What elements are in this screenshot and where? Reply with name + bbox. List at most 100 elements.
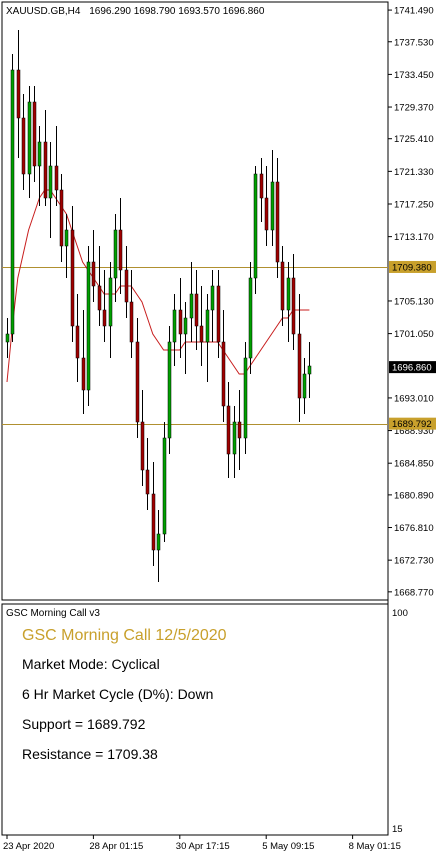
candle-body bbox=[118, 229, 123, 271]
ma-line bbox=[6, 189, 310, 383]
candle-body bbox=[27, 101, 32, 175]
y-tick-label: 1721.330 bbox=[394, 167, 434, 178]
y-tick-label: 1680.890 bbox=[394, 490, 434, 501]
candle-body bbox=[194, 293, 199, 327]
y-tick-label: 1672.730 bbox=[394, 556, 434, 567]
resistance-text: Resistance = 1709.38 bbox=[22, 746, 158, 762]
indicator-heading: GSC Morning Call 12/5/2020 bbox=[22, 627, 227, 644]
candle-body bbox=[264, 197, 269, 231]
indicator-scale: 100 15 bbox=[392, 608, 408, 835]
candle-body bbox=[75, 325, 80, 359]
candle-body bbox=[297, 333, 302, 399]
moving-average bbox=[6, 189, 310, 383]
candle-body bbox=[102, 309, 107, 327]
candle-body bbox=[205, 309, 210, 343]
symbol-label: XAUUSD.GB,H4 bbox=[6, 6, 81, 17]
support-label: 1689.792 bbox=[392, 419, 432, 430]
candle-body bbox=[113, 229, 118, 279]
candle-body bbox=[54, 165, 59, 191]
candle-body bbox=[162, 437, 167, 535]
candle-body bbox=[232, 421, 237, 455]
candle-body bbox=[81, 357, 86, 391]
candle-body bbox=[135, 341, 140, 423]
candle-body bbox=[291, 277, 296, 335]
candle-body bbox=[64, 229, 69, 247]
candle-body bbox=[226, 405, 231, 455]
indicator-panel-frame bbox=[1, 603, 389, 836]
indicator-scale-top: 100 bbox=[392, 608, 408, 619]
candle-body bbox=[5, 333, 10, 343]
y-tick-label: 1676.810 bbox=[394, 523, 434, 534]
candle-body bbox=[237, 421, 242, 439]
candle-body bbox=[86, 261, 91, 391]
candle-body bbox=[48, 165, 53, 199]
y-tick-label: 1701.050 bbox=[394, 329, 434, 340]
candle-body bbox=[270, 181, 275, 231]
candle-body bbox=[151, 493, 156, 551]
candle-body bbox=[32, 101, 37, 167]
candle-body bbox=[189, 293, 194, 319]
last-price-bg bbox=[389, 361, 436, 374]
candle-body bbox=[156, 533, 161, 551]
x-tick-label: 23 Apr 2020 bbox=[3, 841, 54, 852]
candle-body bbox=[43, 141, 48, 199]
candle-body bbox=[10, 69, 15, 335]
candle-body bbox=[199, 325, 204, 343]
candle-body bbox=[302, 373, 307, 399]
y-tick-label: 1717.250 bbox=[394, 200, 434, 211]
candle-body bbox=[178, 309, 183, 335]
candle-body bbox=[216, 285, 221, 343]
y-tick-label: 1668.770 bbox=[394, 587, 434, 598]
y-tick-label: 1737.530 bbox=[394, 37, 434, 48]
candle-body bbox=[275, 181, 280, 263]
candle-body bbox=[108, 277, 113, 327]
y-tick-label: 1688.930 bbox=[394, 426, 434, 437]
candle-body bbox=[91, 261, 96, 287]
candle-body bbox=[221, 341, 226, 407]
indicator-scale-bottom: 15 bbox=[392, 824, 403, 835]
candle-body bbox=[16, 69, 21, 119]
candle-body bbox=[21, 117, 26, 175]
market-cycle-text: 6 Hr Market Cycle (D%): Down bbox=[22, 686, 214, 702]
y-tick-label: 1705.130 bbox=[394, 296, 434, 307]
candle-body bbox=[129, 301, 134, 343]
x-tick-label: 28 Apr 01:15 bbox=[89, 841, 143, 852]
candle-body bbox=[280, 261, 285, 311]
support-label-bg bbox=[389, 417, 436, 430]
candles bbox=[5, 30, 312, 582]
y-tick-label: 1741.490 bbox=[394, 6, 434, 17]
candle-body bbox=[210, 285, 215, 311]
resistance-label-bg bbox=[389, 260, 436, 273]
candle-body bbox=[70, 229, 75, 327]
candle-body bbox=[183, 317, 188, 335]
y-tick-label: 1693.010 bbox=[394, 393, 434, 404]
support-text: Support = 1689.792 bbox=[22, 716, 146, 732]
y-tick-label: 1684.850 bbox=[394, 459, 434, 470]
y-tick-label: 1713.170 bbox=[394, 232, 434, 243]
market-mode-text: Market Mode: Cyclical bbox=[22, 656, 160, 672]
candle-body bbox=[248, 277, 253, 359]
y-tick-label: 1725.410 bbox=[394, 134, 434, 145]
x-tick-label: 5 May 09:15 bbox=[262, 841, 314, 852]
candle-body bbox=[286, 277, 291, 311]
candle-body bbox=[243, 357, 248, 439]
candle-body bbox=[97, 285, 102, 311]
y-tick-label: 1729.370 bbox=[394, 103, 434, 114]
ohlc-label: 1696.290 1698.790 1693.570 1696.860 bbox=[89, 6, 265, 17]
y-tick-label: 1733.450 bbox=[394, 70, 434, 81]
candle-body bbox=[259, 173, 264, 199]
candle-body bbox=[307, 365, 312, 375]
chart-header: XAUUSD.GB,H4 1696.290 1698.790 1693.570 … bbox=[6, 6, 265, 17]
x-tick-label: 30 Apr 17:15 bbox=[176, 841, 230, 852]
candle-body bbox=[37, 141, 42, 167]
candle-body bbox=[145, 469, 150, 495]
candle-body bbox=[167, 341, 172, 439]
candle-body bbox=[59, 189, 64, 247]
candle-body bbox=[172, 309, 177, 343]
last-price-label: 1696.860 bbox=[392, 363, 432, 374]
candle-body bbox=[140, 421, 145, 471]
indicator-name: GSC Morning Call v3 bbox=[6, 608, 100, 619]
x-tick-label: 8 May 01:15 bbox=[349, 841, 401, 852]
resistance-label: 1709.380 bbox=[392, 262, 432, 273]
